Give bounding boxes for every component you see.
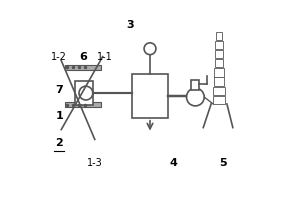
Bar [132, 74, 168, 118]
Text: 6: 6 [79, 52, 87, 62]
Circle shape [187, 88, 204, 106]
Bar [214, 87, 225, 95]
Text: 1-2: 1-2 [51, 52, 67, 62]
Bar [65, 65, 101, 70]
Text: 2: 2 [56, 138, 63, 148]
Bar [216, 32, 222, 40]
Bar [213, 96, 225, 104]
Bar [65, 102, 101, 107]
Bar [214, 77, 224, 86]
Bar [214, 68, 224, 77]
Text: 5: 5 [219, 158, 227, 168]
Text: 4: 4 [170, 158, 178, 168]
Text: 3: 3 [127, 20, 134, 30]
Circle shape [144, 43, 156, 55]
Bar [191, 80, 199, 90]
Bar [214, 59, 224, 67]
Text: 7: 7 [56, 85, 63, 95]
Text: 1-1: 1-1 [97, 52, 112, 62]
Circle shape [79, 86, 93, 100]
Text: 1-3: 1-3 [87, 158, 103, 168]
Bar [215, 41, 223, 49]
Bar [75, 81, 93, 105]
Text: 1: 1 [56, 111, 63, 121]
Bar [215, 50, 223, 58]
